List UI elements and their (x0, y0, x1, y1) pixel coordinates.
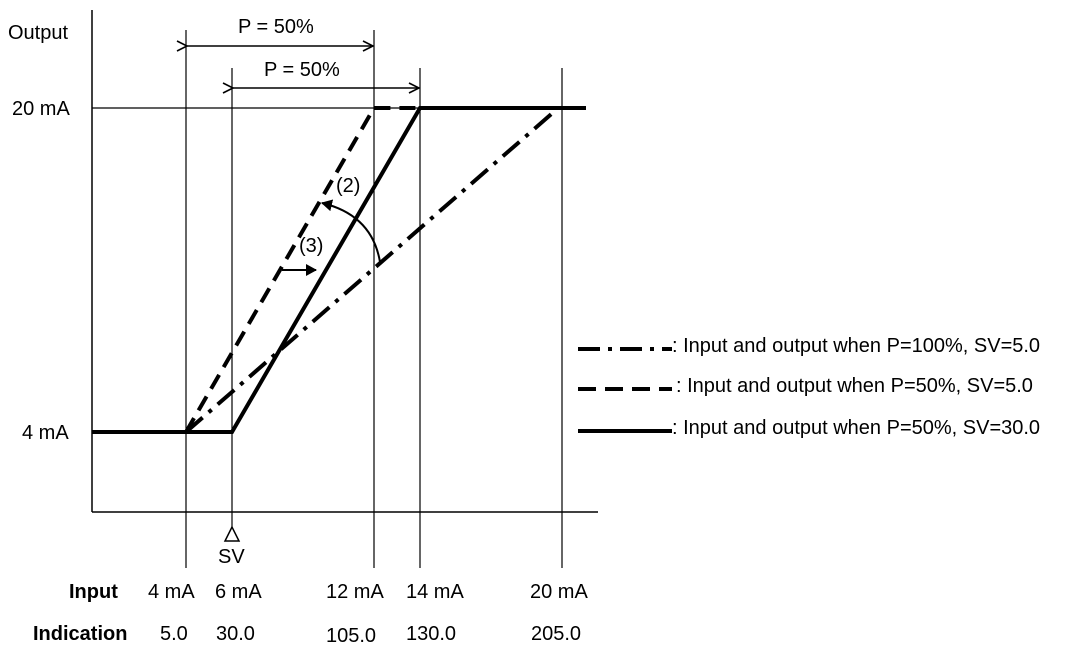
annotation-2-curved-arrow (321, 199, 381, 263)
y-axis-title: Output (8, 22, 68, 44)
indication-row-title: Indication (33, 623, 127, 645)
sv-label: SV (218, 546, 245, 568)
legend-label: : Input and output when P=50%, SV=30.0 (672, 417, 1040, 439)
input-value: 6 mA (215, 581, 262, 603)
legend-label: : Input and output when P=100%, SV=5.0 (672, 335, 1040, 357)
indication-value: 5.0 (160, 623, 188, 645)
indication-value: 130.0 (406, 623, 456, 645)
legend-label: : Input and output when P=50%, SV=5.0 (676, 375, 1033, 397)
p-band-label-2: P = 50% (264, 59, 340, 81)
input-row-title: Input (69, 581, 118, 603)
input-value: 4 mA (148, 581, 195, 603)
annotation-3-label: (3) (299, 235, 323, 257)
line-p100-sv5 (184, 108, 558, 434)
input-value: 14 mA (406, 581, 464, 603)
indication-value: 205.0 (531, 623, 581, 645)
sv-marker-triangle (223, 525, 241, 542)
indication-value: 30.0 (216, 623, 255, 645)
input-value: 20 mA (530, 581, 588, 603)
legend: : Input and output when P=100%, SV=5.0 :… (578, 335, 1040, 439)
annotation-2-label: (2) (336, 175, 360, 197)
line-p50-sv30 (92, 106, 586, 434)
indication-value: 105.0 (326, 625, 376, 647)
input-value: 12 mA (326, 581, 384, 603)
y-label-20ma: 20 mA (12, 98, 70, 120)
p-band-label-1: P = 50% (238, 16, 314, 38)
line-p50-sv5 (184, 106, 420, 434)
y-label-4ma: 4 mA (22, 422, 69, 444)
